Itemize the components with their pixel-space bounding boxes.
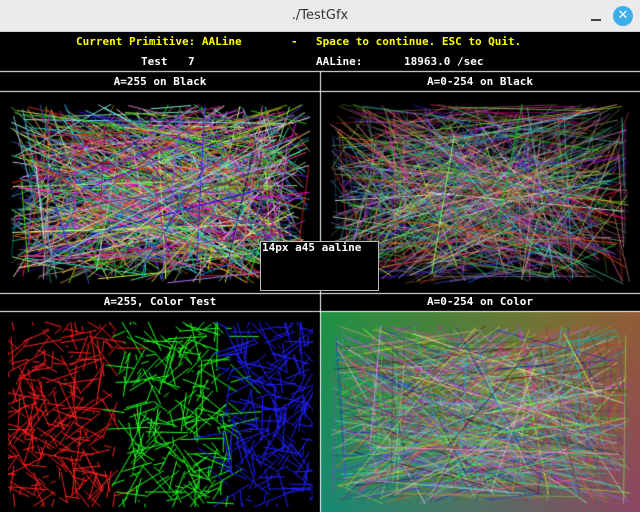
panel-title-bottom-left: A=255, Color Test bbox=[103, 295, 217, 308]
minimize-button[interactable] bbox=[586, 6, 606, 26]
window-titlebar: ./TestGfx ✕ bbox=[0, 0, 640, 32]
test-number: 7 bbox=[188, 55, 195, 68]
minimize-icon bbox=[591, 19, 601, 21]
close-button[interactable]: ✕ bbox=[613, 6, 633, 26]
header-instructions: Space to continue. ESC to Quit. bbox=[316, 35, 522, 48]
panel-title-top-left: A=255 on Black bbox=[113, 75, 207, 88]
panel-title-bottom-right: A=0-254 on Color bbox=[427, 295, 533, 308]
window-title: ./TestGfx bbox=[291, 8, 349, 23]
inset-label: 14px a45 aaline bbox=[262, 241, 362, 254]
primitive-name: AALine bbox=[201, 35, 242, 48]
header-separator: - bbox=[291, 35, 298, 48]
panel-title-top-right: A=0-254 on Black bbox=[427, 75, 533, 88]
close-icon: ✕ bbox=[617, 8, 629, 23]
inset-preview: 14px a45 aaline bbox=[260, 241, 379, 291]
rate-label: AALine: bbox=[316, 55, 363, 68]
test-label: Test bbox=[141, 55, 168, 68]
rate-value: 18963.0 /sec bbox=[404, 55, 484, 68]
sdl-canvas[interactable]: Current Primitive: AALine - Space to con… bbox=[0, 32, 640, 512]
primitive-prefix: Current Primitive: bbox=[76, 35, 202, 48]
header-primitive-line: Current Primitive: AALine bbox=[76, 35, 242, 48]
